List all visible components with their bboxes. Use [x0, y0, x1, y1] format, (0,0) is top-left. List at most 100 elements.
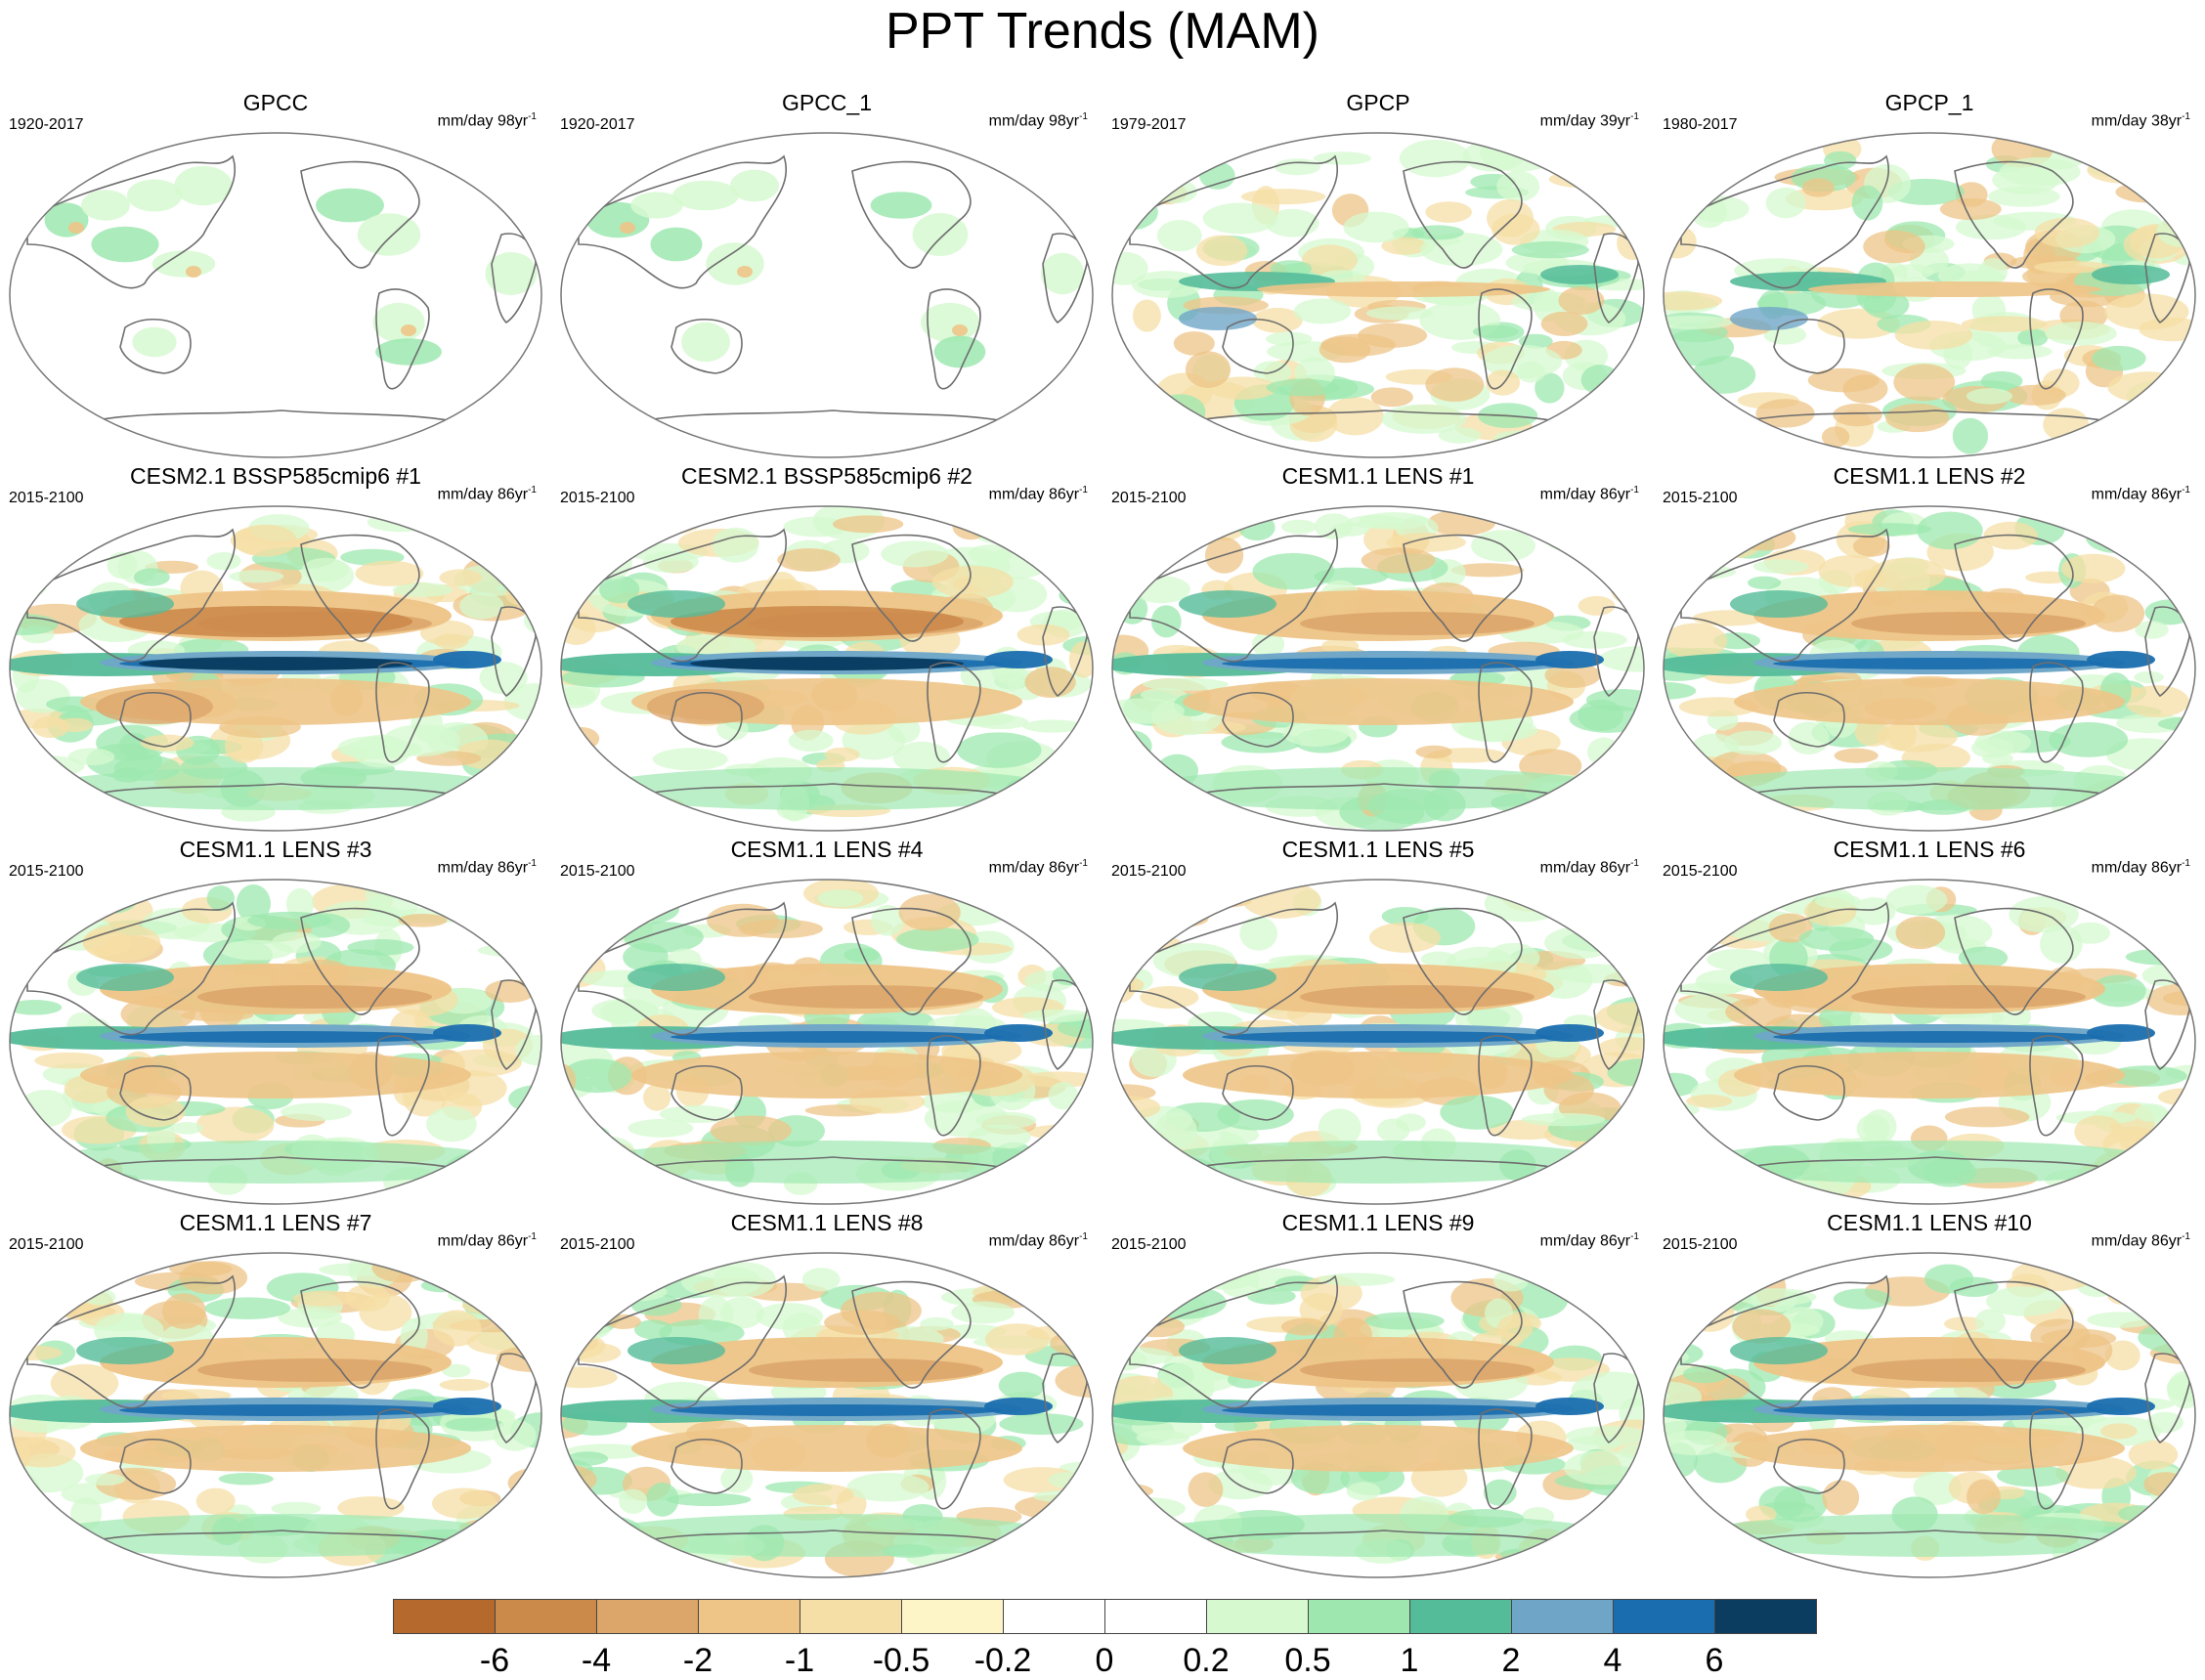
- panel-units: mm/day 86yr-1: [1540, 1231, 1639, 1250]
- panel-units: mm/day 86yr-1: [989, 485, 1088, 503]
- units-text: mm/day 86yr: [988, 859, 1080, 877]
- colorbar-swatch: [1003, 1599, 1105, 1634]
- coastline: [1222, 1064, 1294, 1121]
- panel-title: CESM1.1 LENS #4: [730, 837, 924, 862]
- coastline: [1129, 901, 1338, 1036]
- panel-title: GPCP_1: [1884, 90, 1974, 115]
- colorbar-tick-label: 1: [1400, 1642, 1419, 1679]
- coastline: [1954, 534, 2074, 642]
- colorbar-tick-label: 0.5: [1284, 1642, 1331, 1679]
- map-panel: CESM1.1 LENS #4 2015-2100 mm/day 86yr-1: [551, 837, 1102, 1210]
- world-map: [1663, 1252, 2196, 1578]
- world-map: [1663, 132, 2196, 458]
- coastline: [927, 1035, 981, 1137]
- panel-title: CESM1.1 LENS #1: [1281, 463, 1475, 489]
- panel-period: 2015-2100: [1663, 1236, 1738, 1253]
- colorbar-swatch: [1613, 1599, 1715, 1634]
- panel-title: CESM1.1 LENS #6: [1833, 837, 2026, 862]
- map-boundary: [1663, 505, 2196, 832]
- units-text: mm/day 86yr: [988, 1232, 1080, 1250]
- colorbar-swatch: [1511, 1599, 1614, 1634]
- trend-field: [1664, 1253, 2195, 1577]
- coastline: [300, 907, 420, 1015]
- units-exponent: -1: [2182, 485, 2190, 495]
- map-panel: GPCC_1 1920-2017 mm/day 98yr-1: [551, 90, 1102, 463]
- units-exponent: -1: [1079, 111, 1088, 122]
- panel-period: 2015-2100: [1111, 490, 1187, 506]
- trend-field: [10, 506, 541, 831]
- coastline: [851, 1280, 972, 1389]
- coastline: [95, 409, 449, 421]
- panel-period: 2015-2100: [560, 490, 635, 506]
- panel-period: 2015-2100: [1663, 490, 1738, 506]
- panel-units: mm/day 86yr-1: [438, 485, 537, 503]
- coastline: [26, 901, 236, 1036]
- coastline: [119, 1438, 192, 1494]
- map-panel: CESM2.1 BSSP585cmip6 #2 2015-2100 mm/day 8…: [551, 463, 1102, 837]
- coastline: [646, 1529, 1000, 1541]
- coastline: [851, 907, 972, 1015]
- units-exponent: -1: [1630, 858, 1639, 869]
- units-text: mm/day 38yr: [2091, 112, 2183, 130]
- units-text: mm/day 86yr: [1539, 859, 1631, 877]
- coastline: [646, 783, 1000, 795]
- map-boundary: [560, 505, 1094, 832]
- panel-units: mm/day 98yr-1: [989, 111, 1088, 130]
- colorbar-swatch: [1308, 1599, 1410, 1634]
- coastline: [1773, 691, 1845, 748]
- coastline: [26, 1274, 236, 1409]
- panel-units: mm/day 86yr-1: [989, 1231, 1088, 1250]
- map-panel: GPCP_1 1980-2017 mm/day 38yr-1: [1654, 90, 2205, 463]
- panel-period: 1979-2017: [1111, 116, 1187, 133]
- coastline: [1680, 528, 1889, 663]
- trend-field: [561, 133, 1093, 457]
- units-exponent: -1: [528, 1231, 537, 1242]
- world-map: [560, 505, 1094, 832]
- coastline: [2029, 1035, 2084, 1137]
- trend-field: [1112, 880, 1644, 1204]
- map-boundary: [1663, 132, 2196, 458]
- colorbar-tick-label: -6: [479, 1642, 510, 1679]
- colorbar-tick-label: -1: [784, 1642, 815, 1679]
- panel-units: mm/day 98yr-1: [438, 111, 537, 130]
- world-map: [1111, 505, 1645, 832]
- map-panel: CESM1.1 LENS #10 2015-2100 mm/day 86yr-1: [1654, 1210, 2205, 1583]
- coastline: [646, 1156, 1000, 1168]
- figure-title: PPT Trends (MAM): [885, 3, 1319, 60]
- colorbar-swatch: [1714, 1599, 1817, 1634]
- coastline: [1773, 1064, 1845, 1121]
- coastline: [1478, 1035, 1533, 1137]
- map-panel: CESM1.1 LENS #6 2015-2100 mm/day 86yr-1: [1654, 837, 2205, 1210]
- coastline: [1403, 1280, 1523, 1389]
- units-exponent: -1: [1079, 1231, 1088, 1242]
- coastline: [300, 160, 420, 269]
- map-panel: GPCC 1920-2017 mm/day 98yr-1: [0, 90, 551, 463]
- coastline: [119, 318, 192, 374]
- trend-field: [1112, 506, 1644, 831]
- panel-units: mm/day 86yr-1: [2092, 485, 2190, 503]
- map-panel: CESM1.1 LENS #9 2015-2100 mm/day 86yr-1: [1102, 1210, 1654, 1583]
- coastline: [670, 1438, 743, 1494]
- coastline: [1749, 783, 2102, 795]
- world-map: [560, 879, 1094, 1205]
- colorbar-tick-label: 2: [1501, 1642, 1521, 1679]
- coastline: [1403, 160, 1523, 269]
- units-exponent: -1: [2182, 111, 2190, 122]
- colorbar-tick-label: -4: [581, 1642, 612, 1679]
- panel-title: GPCC_1: [781, 90, 873, 115]
- coastline: [1954, 160, 2074, 269]
- units-exponent: -1: [1079, 858, 1088, 869]
- coastline: [1197, 1529, 1551, 1541]
- coastline: [95, 783, 449, 795]
- coastline: [26, 154, 236, 289]
- coastline: [375, 1408, 430, 1510]
- units-exponent: -1: [1630, 111, 1639, 122]
- colorbar-tick-label: -2: [682, 1642, 713, 1679]
- panel-title: CESM1.1 LENS #7: [179, 1210, 372, 1235]
- trend-field: [10, 1253, 541, 1577]
- coastline: [1478, 1408, 1533, 1510]
- colorbar: [393, 1599, 1817, 1638]
- units-text: mm/day 86yr: [2091, 486, 2183, 503]
- coastline: [1773, 318, 1845, 374]
- colorbar-swatch: [698, 1599, 800, 1634]
